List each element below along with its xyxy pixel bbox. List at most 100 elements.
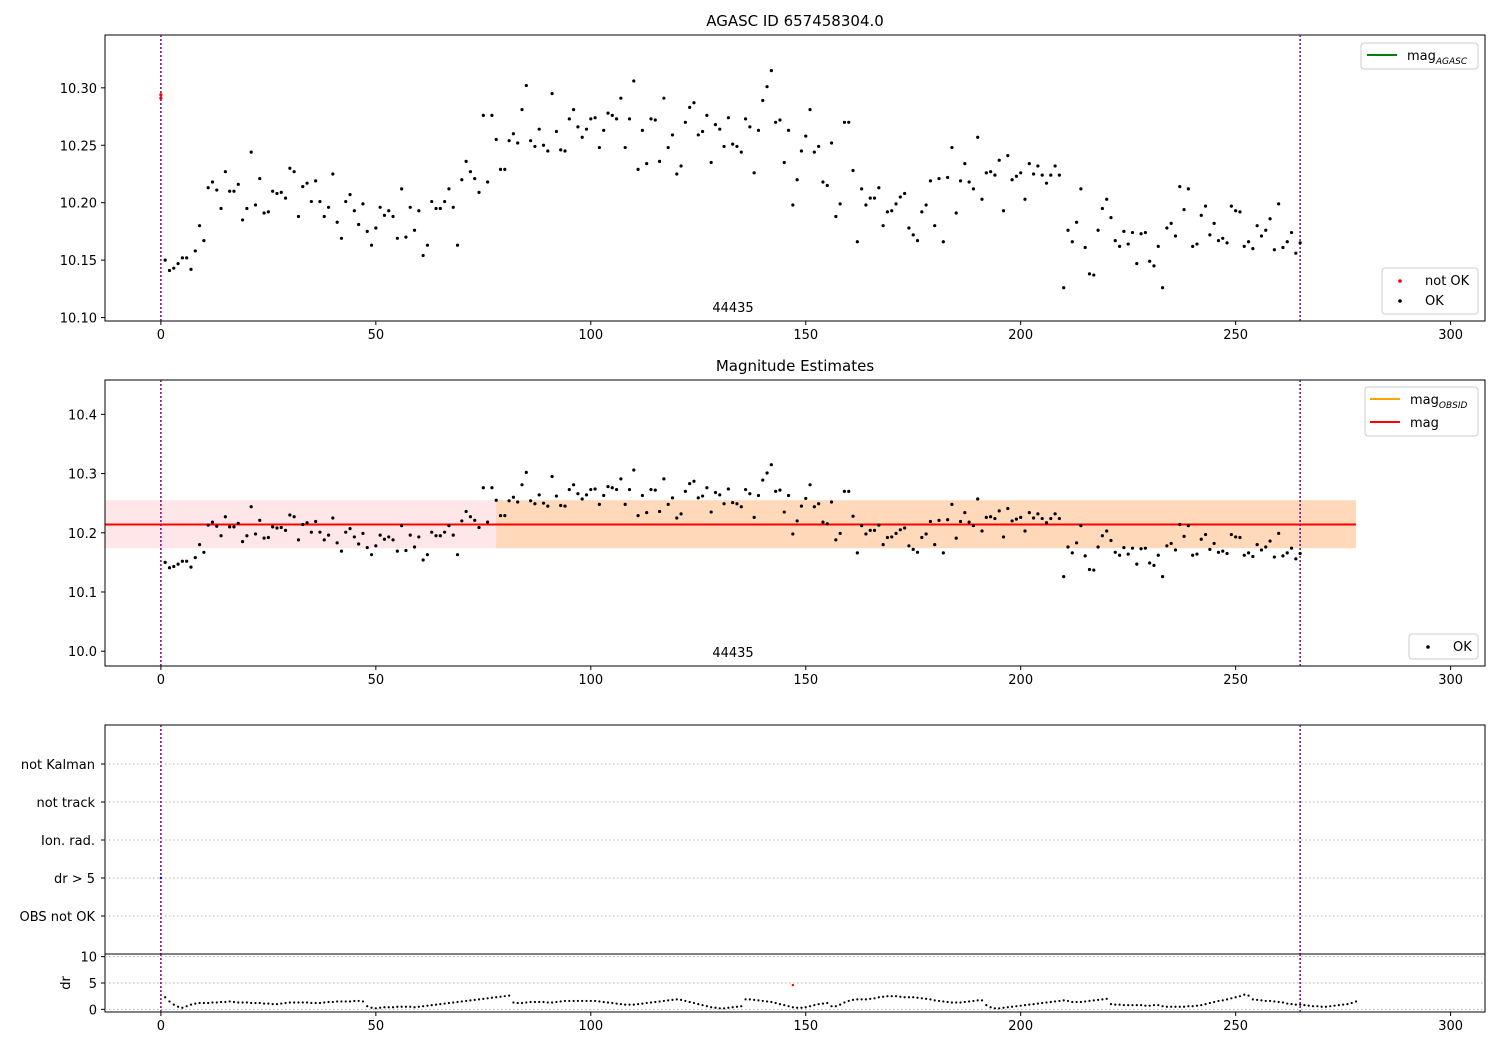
- ok-point: [1044, 181, 1049, 185]
- estimate-ok-point: [584, 493, 589, 497]
- dr-point: [611, 1001, 614, 1005]
- estimate-ok-point: [1122, 545, 1126, 550]
- dr-point: [899, 995, 902, 998]
- ok-point: [266, 210, 270, 214]
- ok-point: [877, 186, 881, 190]
- ok-point: [980, 197, 984, 201]
- dr-point: [224, 1000, 227, 1004]
- estimate-ok-point: [434, 534, 438, 538]
- dr-point: [1023, 1004, 1027, 1007]
- dr-point: [542, 1000, 545, 1004]
- dr-point: [1204, 1002, 1207, 1006]
- dr-point: [976, 999, 979, 1002]
- dr-point: [916, 996, 919, 999]
- panel2-ytick-label: 10.0: [68, 645, 97, 660]
- dr-point: [318, 1001, 322, 1005]
- ok-legend-label: OK: [1425, 294, 1444, 309]
- estimate-ok-point: [950, 502, 954, 506]
- ok-point: [1066, 228, 1070, 232]
- ok-point: [1294, 251, 1298, 255]
- ok-point: [460, 178, 464, 182]
- estimate-ok-point: [769, 463, 773, 467]
- estimate-ok-point: [369, 553, 374, 557]
- estimate-ok-point: [683, 489, 687, 493]
- ok-point: [1057, 173, 1061, 177]
- ok-point: [1109, 216, 1113, 220]
- ok-point: [451, 205, 455, 209]
- ok-point: [387, 209, 391, 213]
- ok-point: [537, 127, 541, 131]
- dr-point: [232, 1000, 236, 1004]
- ok-point: [210, 180, 215, 184]
- dr-point: [1354, 1000, 1358, 1003]
- estimate-ok-point: [872, 528, 877, 533]
- ok-point: [382, 213, 387, 217]
- ok-point: [520, 108, 524, 112]
- ok-point: [365, 229, 369, 234]
- dr-point: [1277, 1000, 1280, 1004]
- ok-point: [640, 128, 644, 132]
- dr-point: [654, 1000, 657, 1004]
- estimate-ok-point: [666, 502, 670, 506]
- ok-point: [842, 120, 847, 124]
- estimate-ok-point: [550, 474, 554, 479]
- estimate-ok-point: [976, 497, 980, 501]
- estimate-ok-point: [1259, 548, 1264, 552]
- estimate-ok-point: [1053, 512, 1057, 516]
- ok-point: [705, 113, 709, 118]
- ok-point: [817, 144, 821, 149]
- ok-point: [425, 243, 430, 247]
- dr-point: [430, 1004, 433, 1007]
- estimate-ok-point: [1225, 551, 1229, 556]
- ok-point: [653, 118, 657, 122]
- ok-point: [958, 179, 963, 183]
- estimate-ok-point: [326, 533, 331, 537]
- ok-point: [632, 79, 636, 83]
- dr-outlier-point: [791, 983, 795, 987]
- dr-point: [1303, 1004, 1306, 1007]
- ok-point: [1191, 244, 1195, 248]
- ok-point: [1135, 261, 1139, 266]
- ok-point: [374, 226, 378, 230]
- estimate-ok-point: [838, 531, 842, 535]
- ok-point: [185, 256, 189, 260]
- dr-point: [1161, 1005, 1164, 1008]
- dr-point: [477, 998, 481, 1001]
- panel2-xtick-label: 300: [1438, 673, 1463, 688]
- panel1-ytick-label: 10.15: [60, 254, 97, 269]
- ok-point: [554, 129, 559, 134]
- ok-point: [335, 220, 339, 224]
- dr-point: [692, 1001, 696, 1005]
- estimate-ok-point: [834, 538, 838, 542]
- estimate-ok-point: [516, 500, 520, 504]
- dr-point: [211, 1001, 214, 1004]
- dr-point: [551, 1001, 554, 1004]
- dr-point: [538, 1000, 541, 1004]
- ok-point: [946, 175, 950, 180]
- dr-point: [830, 1005, 833, 1008]
- estimate-ok-point: [851, 514, 855, 518]
- estimate-ok-point: [1203, 532, 1208, 537]
- dr-point: [241, 1001, 244, 1004]
- ok-point: [400, 187, 404, 191]
- estimate-ok-point: [451, 533, 455, 537]
- dr-point: [383, 1006, 386, 1009]
- panel2-legend-lower-box: [1408, 633, 1479, 660]
- estimate-ok-point: [855, 551, 859, 555]
- estimate-ok-point: [649, 487, 653, 492]
- dr-point: [968, 1000, 971, 1003]
- dr-point: [490, 996, 494, 999]
- estimate-ok-point: [722, 502, 726, 506]
- dr-point: [1079, 1000, 1082, 1004]
- dr-point: [1195, 1004, 1199, 1007]
- ok-point: [314, 179, 318, 183]
- estimate-ok-point: [782, 510, 786, 514]
- panel4-ytick-label: 10: [80, 951, 97, 966]
- estimate-ok-point: [593, 487, 597, 491]
- ok-point: [1126, 242, 1130, 246]
- ok-point: [606, 111, 610, 115]
- estimate-ok-point: [1070, 551, 1074, 555]
- ok-point: [584, 127, 589, 131]
- ok-point: [1251, 247, 1255, 251]
- panel2-xtick-label: 250: [1223, 673, 1248, 688]
